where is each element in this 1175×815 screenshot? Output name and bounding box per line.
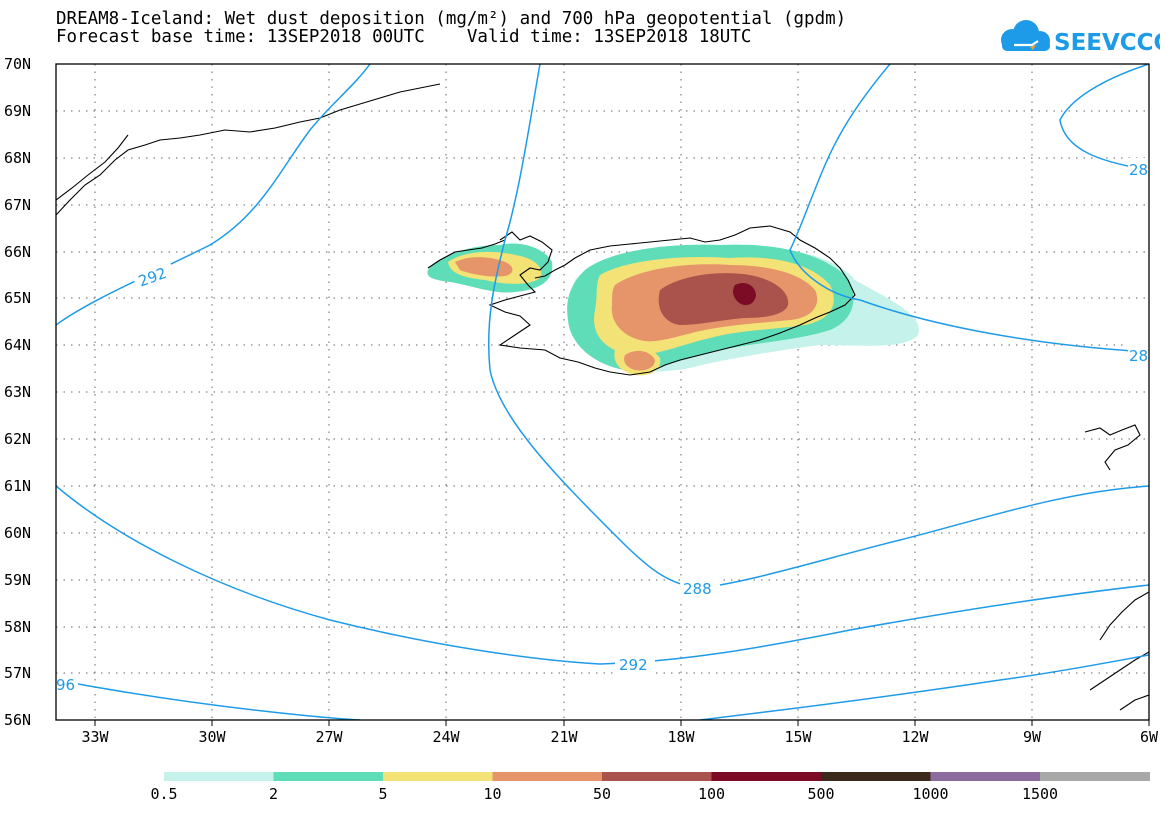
lon-label: 15W: [784, 728, 812, 746]
coastline-greenland-b: [56, 134, 129, 201]
legend-swatch: [821, 772, 931, 781]
contour-296-south: [56, 679, 361, 720]
contour-292-northwest: [56, 64, 371, 326]
lat-label: 67N: [4, 196, 31, 214]
lon-label: 18W: [667, 728, 695, 746]
coastline-iceland-westfjords: [427, 239, 506, 269]
dust-level-10-south: [624, 350, 655, 371]
legend-label: 2: [269, 785, 278, 803]
legend-label: 500: [807, 785, 834, 803]
lat-label: 59N: [4, 571, 31, 589]
lon-label: 27W: [315, 728, 343, 746]
lon-label: 6W: [1140, 728, 1159, 746]
legend-swatch: [1040, 772, 1150, 781]
dust-level-50: [658, 273, 789, 325]
legend-swatch: [930, 772, 1041, 781]
contour-label-292-south: 292: [619, 656, 648, 674]
graticule: [56, 64, 1149, 720]
map-subtitle: Forecast base time: 13SEP2018 00UTC Vali…: [56, 27, 752, 47]
legend-label: 100: [698, 785, 725, 803]
coastline-greenland: [56, 83, 441, 216]
lon-label: 21W: [550, 728, 578, 746]
seevccc-logo: SEEVCCC: [1001, 20, 1160, 56]
coastline-iceland: [488, 225, 856, 376]
wet-dust-deposition-field: [427, 243, 919, 376]
cloud-icon: [1001, 20, 1050, 51]
coastlines: [56, 83, 1149, 711]
lat-label: 64N: [4, 336, 31, 354]
coastline-scotland: [1089, 591, 1149, 711]
lat-label: 61N: [4, 477, 31, 495]
lat-label: 62N: [4, 430, 31, 448]
lat-label: 57N: [4, 664, 31, 682]
legend-swatch: [164, 772, 274, 781]
lon-label: 30W: [198, 728, 226, 746]
legend-label: 50: [593, 785, 611, 803]
longitude-labels: 33W 30W 27W 24W 21W 18W 15W 12W 9W 6W: [81, 728, 1159, 746]
lat-label: 63N: [4, 383, 31, 401]
legend-label: 5: [378, 785, 387, 803]
color-legend: 0.5 2 5 10 50 100 500 1000 1500: [150, 772, 1150, 803]
legend-swatch: [711, 772, 822, 781]
legend-swatch: [602, 772, 712, 781]
dust-level-50-b: [733, 283, 756, 306]
logo-text: SEEVCCC: [1054, 30, 1160, 56]
contour-label-288-central: 288: [683, 580, 712, 598]
lat-label: 60N: [4, 524, 31, 542]
lat-label: 68N: [4, 149, 31, 167]
contour-292-south: [56, 485, 1149, 665]
lat-label: 69N: [4, 102, 31, 120]
legend-label: 1500: [1022, 785, 1058, 803]
contour-labels: 292 288 292 28 28 96: [56, 158, 1149, 695]
contour-label-28-e: 28: [1129, 347, 1148, 365]
contour-label-28-ne: 28: [1129, 161, 1148, 179]
lat-label: 56N: [4, 711, 31, 729]
lat-label: 66N: [4, 243, 31, 261]
lon-label: 24W: [432, 728, 460, 746]
legend-label: 1000: [912, 785, 948, 803]
legend-swatch: [492, 772, 603, 781]
legend-label: 0.5: [150, 785, 177, 803]
contour-28-northeast: [1059, 64, 1149, 171]
geopotential-contours: [56, 64, 1149, 720]
latitude-labels: 70N 69N 68N 67N 66N 65N 64N 63N 62N 61N …: [4, 55, 31, 729]
contour-288-northeast: [789, 64, 1149, 353]
contour-label-96-sw: 96: [56, 676, 75, 694]
legend-swatch: [383, 772, 493, 781]
legend-swatch: [273, 772, 384, 781]
contour-288-central: [487, 64, 1149, 589]
tick-marks: [94, 720, 1150, 726]
legend-label: 10: [483, 785, 501, 803]
lat-label: 58N: [4, 618, 31, 636]
coastline-faroes: [1084, 424, 1141, 471]
lat-label: 65N: [4, 289, 31, 307]
lon-label: 12W: [901, 728, 929, 746]
lon-label: 33W: [81, 728, 109, 746]
lat-label: 70N: [4, 55, 31, 73]
map-frame: [55, 63, 1150, 721]
lon-label: 9W: [1023, 728, 1042, 746]
map-title: DREAM8-Iceland: Wet dust deposition (mg/…: [56, 9, 847, 29]
contour-292-southeast: [699, 654, 1149, 720]
